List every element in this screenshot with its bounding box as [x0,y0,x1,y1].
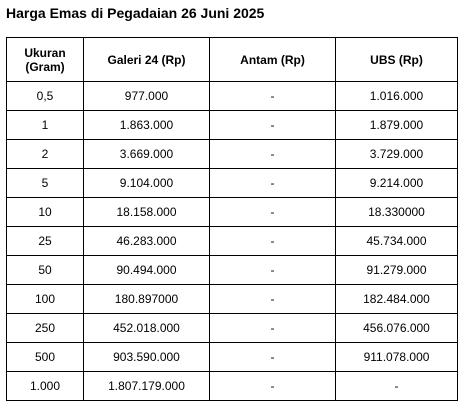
table-row: 500 903.590.000 - 911.078.000 [6,342,458,372]
cell-antam: - [209,226,336,256]
cell-antam: - [209,197,336,227]
cell-antam: - [209,81,336,111]
cell-size: 50 [6,255,84,285]
table-row: 50 90.494.000 - 91.279.000 [6,255,458,285]
table-row: 2 3.669.000 - 3.729.000 [6,139,458,169]
cell-size: 2 [6,139,84,169]
cell-size: 10 [6,197,84,227]
cell-antam: - [209,371,336,401]
cell-galeri24: 1.863.000 [83,110,210,140]
cell-galeri24: 3.669.000 [83,139,210,169]
header-size-line2: (Gram) [25,59,65,74]
header-size: Ukuran (Gram) [6,37,84,82]
cell-galeri24: 90.494.000 [83,255,210,285]
cell-antam: - [209,110,336,140]
cell-galeri24: 1.807.179.000 [83,371,210,401]
cell-galeri24: 46.283.000 [83,226,210,256]
cell-ubs: 18.330000 [335,197,458,227]
table-row: 1.000 1.807.179.000 - - [6,371,458,401]
table-row: 0,5 977.000 - 1.016.000 [6,81,458,111]
cell-size: 500 [6,342,84,372]
cell-size: 250 [6,313,84,343]
table-row: 1 1.863.000 - 1.879.000 [6,110,458,140]
cell-antam: - [209,284,336,314]
gold-price-table: Ukuran (Gram) Galeri 24 (Rp) Antam (Rp) U… [6,37,458,401]
table-header-row: Ukuran (Gram) Galeri 24 (Rp) Antam (Rp) U… [6,37,458,82]
table-row: 250 452.018.000 - 456.076.000 [6,313,458,343]
cell-ubs: 1.016.000 [335,81,458,111]
cell-antam: - [209,342,336,372]
cell-galeri24: 9.104.000 [83,168,210,198]
cell-ubs: 456.076.000 [335,313,458,343]
cell-galeri24: 977.000 [83,81,210,111]
page-title: Harga Emas di Pegadaian 26 Juni 2025 [6,5,265,21]
header-size-line1: Ukuran [24,45,66,60]
cell-galeri24: 903.590.000 [83,342,210,372]
cell-ubs: 45.734.000 [335,226,458,256]
cell-ubs: 911.078.000 [335,342,458,372]
cell-antam: - [209,313,336,343]
cell-ubs: 3.729.000 [335,139,458,169]
header-galeri24: Galeri 24 (Rp) [83,37,210,82]
cell-galeri24: 452.018.000 [83,313,210,343]
cell-antam: - [209,255,336,285]
cell-size: 25 [6,226,84,256]
cell-ubs: 9.214.000 [335,168,458,198]
cell-ubs: 91.279.000 [335,255,458,285]
table-row: 25 46.283.000 - 45.734.000 [6,226,458,256]
cell-size: 1 [6,110,84,140]
cell-size: 100 [6,284,84,314]
table-row: 10 18.158.000 - 18.330000 [6,197,458,227]
cell-galeri24: 18.158.000 [83,197,210,227]
table-row: 100 180.897000 - 182.484.000 [6,284,458,314]
cell-size: 5 [6,168,84,198]
cell-ubs: 1.879.000 [335,110,458,140]
cell-antam: - [209,139,336,169]
header-ubs: UBS (Rp) [335,37,458,82]
cell-ubs: - [335,371,458,401]
cell-size: 0,5 [6,81,84,111]
cell-size: 1.000 [6,371,84,401]
header-antam: Antam (Rp) [209,37,336,82]
cell-galeri24: 180.897000 [83,284,210,314]
cell-ubs: 182.484.000 [335,284,458,314]
cell-antam: - [209,168,336,198]
table-row: 5 9.104.000 - 9.214.000 [6,168,458,198]
